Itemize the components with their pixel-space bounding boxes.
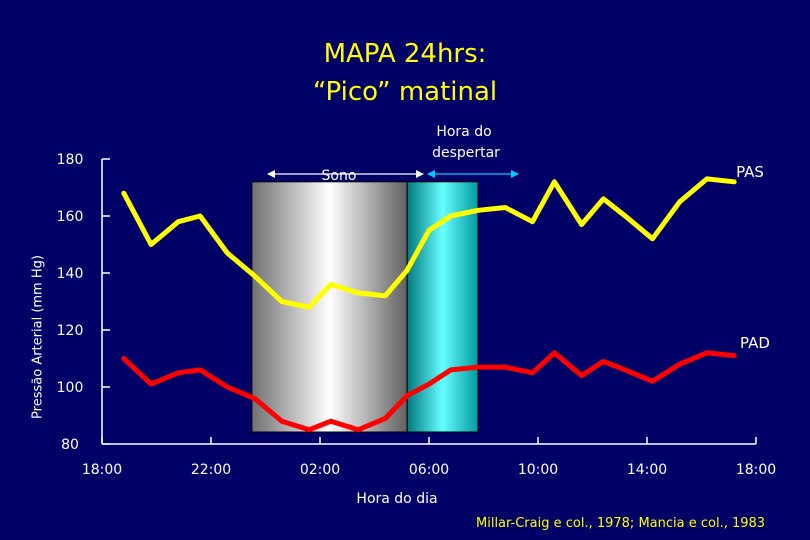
pas-label: PAS — [736, 163, 764, 181]
data-point-pad — [580, 374, 584, 378]
data-point-pas — [307, 305, 311, 309]
data-point-pas — [356, 291, 360, 295]
data-point-pad — [383, 416, 387, 420]
sleep-band — [251, 181, 408, 433]
x-tick-label: 02:00 — [300, 462, 340, 478]
y-tick-label: 120 — [57, 323, 84, 339]
pad-label: PAD — [740, 334, 770, 352]
data-point-pas — [329, 282, 333, 286]
wake-label-line2: despertar — [432, 145, 500, 161]
data-point-pas — [198, 214, 202, 218]
x-axis-label: Hora do dia — [356, 491, 437, 507]
data-point-pas — [427, 228, 431, 232]
data-point-pas — [149, 243, 153, 246]
data-point-pas — [176, 220, 180, 224]
chart-title-line2: “Pico” matinal — [312, 77, 498, 107]
y-tick-label: 160 — [57, 209, 84, 225]
data-point-pad — [253, 396, 257, 400]
data-point-pad — [531, 371, 535, 375]
y-tick-label: 100 — [57, 380, 84, 396]
data-point-pas — [503, 205, 507, 209]
data-point-pas — [732, 180, 736, 184]
x-tick-label: 10:00 — [518, 462, 558, 478]
sleep-label: Sono — [322, 168, 357, 184]
data-point-pad — [176, 371, 180, 375]
chart-title-line1: MAPA 24hrs: — [323, 39, 487, 69]
y-tick-label: 80 — [61, 437, 79, 453]
data-point-pas — [405, 268, 409, 272]
data-point-pas — [580, 223, 584, 227]
x-tick-label: 18:00 — [82, 462, 122, 478]
data-point-pad — [552, 351, 556, 355]
x-tick-label: 22:00 — [191, 462, 231, 478]
x-tick-label: 06:00 — [409, 462, 449, 478]
data-point-pad — [650, 379, 654, 383]
data-point-pas — [122, 191, 126, 195]
data-point-pas — [601, 197, 605, 201]
data-point-pad — [225, 385, 229, 389]
data-point-pad — [329, 419, 333, 423]
data-point-pad — [449, 368, 453, 372]
data-point-pad — [732, 354, 736, 358]
data-point-pad — [307, 428, 311, 432]
source-citation: Millar-Craig e col., 1978; Mancia e col.… — [476, 516, 766, 531]
y-tick-label: 140 — [57, 266, 84, 282]
data-point-pad — [503, 365, 507, 369]
data-point-pas — [531, 220, 535, 224]
data-point-pad — [356, 428, 360, 432]
data-point-pad — [623, 368, 627, 372]
wake-label-line1: Hora do — [436, 124, 491, 140]
data-point-pas — [623, 214, 627, 218]
data-point-pad — [405, 394, 409, 398]
data-point-pas — [476, 208, 480, 212]
x-tick-label: 14:00 — [627, 462, 667, 478]
data-point-pad — [149, 382, 153, 386]
data-point-pas — [280, 300, 284, 303]
data-point-pad — [601, 359, 605, 363]
y-tick-label: 180 — [57, 152, 84, 168]
data-point-pas — [449, 214, 453, 218]
data-point-pas — [225, 251, 229, 255]
data-point-pas — [705, 177, 709, 181]
data-point-pad — [476, 365, 480, 369]
data-point-pas — [383, 294, 387, 298]
data-point-pas — [678, 200, 682, 204]
data-point-pad — [427, 382, 431, 386]
data-point-pad — [280, 419, 284, 423]
x-tick-label: 18:00 — [736, 462, 776, 478]
data-point-pad — [198, 368, 202, 372]
data-point-pas — [552, 180, 556, 184]
data-point-pad — [122, 357, 126, 360]
data-point-pad — [705, 351, 709, 355]
data-point-pad — [678, 362, 682, 366]
data-point-pas — [253, 274, 257, 278]
data-point-pas — [650, 237, 654, 241]
